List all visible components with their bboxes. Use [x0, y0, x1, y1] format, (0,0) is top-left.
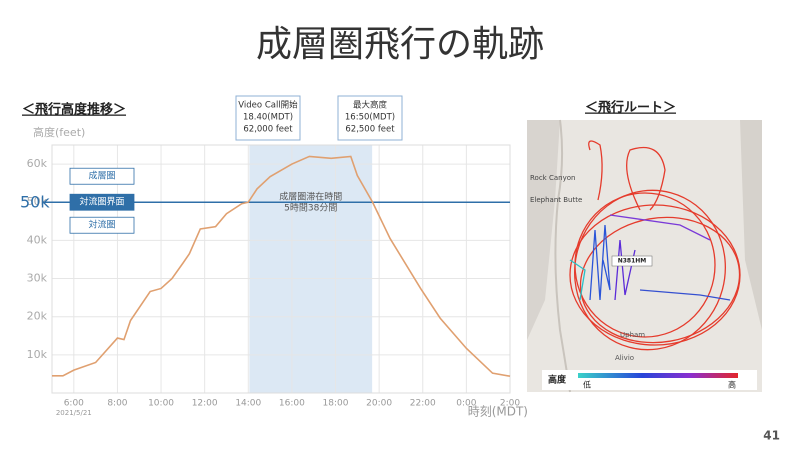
plot-frame	[51, 144, 511, 394]
y-tick-label: 10k	[27, 348, 48, 361]
reference-label: 50k	[20, 193, 50, 212]
map-label: N381HM	[618, 258, 647, 265]
section-label: ＜飛行高度推移＞	[22, 102, 126, 118]
map-label: Upham	[620, 331, 645, 339]
callout-text: 62,000 feet	[243, 125, 293, 135]
map-section-label: ＜飛行ルート＞	[585, 100, 676, 116]
map-aircraft-tag	[611, 255, 653, 267]
region-label: 成層圏	[88, 170, 115, 182]
x-tick-label: 8:00	[107, 399, 127, 409]
map-legend-high: 高	[728, 380, 736, 390]
y-tick-label: 60k	[27, 157, 48, 170]
region-label-box	[69, 167, 135, 185]
map-label: Alivio	[615, 354, 634, 362]
x-tick-label: 12:00	[192, 399, 218, 409]
x-tick-label: 10:00	[148, 399, 174, 409]
y-tick-label: 50k	[27, 195, 48, 208]
map-legend-low: 低	[583, 380, 591, 390]
x-tick-label: 16:00	[279, 399, 305, 409]
callout-text: 62,500 feet	[345, 125, 395, 135]
date-label: 2021/5/21	[56, 409, 92, 417]
band-label: 5時間38分間	[284, 203, 337, 214]
map: ＜飛行ルート＞ Rock Canyon Elephant Butte N381H…	[527, 100, 762, 393]
y-tick-label: 20k	[27, 310, 48, 323]
map-terrain	[740, 120, 762, 330]
map-legend-title: 高度	[548, 374, 567, 386]
y-tick-label: 40k	[27, 233, 48, 246]
callout-box	[337, 95, 403, 141]
x-tick-label: 20:00	[366, 399, 392, 409]
callout-text: 16:50(MDT)	[345, 113, 395, 123]
map-legend-gradient	[578, 373, 738, 378]
y-axis-label: 高度(feet)	[33, 125, 85, 139]
x-tick-label: 2:00	[500, 399, 520, 409]
slide-title: 成層圏飛行の軌跡	[256, 24, 544, 65]
callout-text: Video Call開始	[238, 100, 298, 111]
callout-box	[235, 95, 301, 141]
map-road	[554, 119, 571, 393]
page-number: 41	[763, 429, 780, 443]
stratosphere-band	[249, 145, 373, 393]
region-label-box	[69, 216, 135, 234]
callout-text: 最大高度	[353, 100, 388, 111]
map-label: Rock Canyon	[530, 174, 575, 182]
region-label: 対流圏	[88, 219, 115, 231]
x-tick-label: 6:00	[64, 399, 84, 409]
y-tick-label: 30k	[27, 272, 48, 285]
band-label: 成層圏滞在時間	[279, 191, 342, 203]
flight-track-low	[569, 214, 731, 301]
flight-track-high	[569, 140, 741, 351]
x-tick-label: 22:00	[410, 399, 436, 409]
x-tick-label: 14:00	[235, 399, 261, 409]
region-label: 対流圏界面	[79, 196, 124, 208]
map-label: Elephant Butte	[530, 196, 582, 204]
map-terrain	[527, 120, 560, 340]
region-label-box	[69, 193, 135, 211]
altitude-line	[52, 155, 511, 378]
chart: 10k 20k 30k 40k 50k 60k 6:00 8:00 10:00 12:00 14:0…	[20, 95, 520, 417]
x-axis-label: 時刻(MDT)	[468, 405, 528, 419]
callout-text: 18.40(MDT)	[243, 113, 293, 123]
x-tick-label: 18:00	[323, 399, 349, 409]
x-tick-label: 0:00	[456, 399, 476, 409]
